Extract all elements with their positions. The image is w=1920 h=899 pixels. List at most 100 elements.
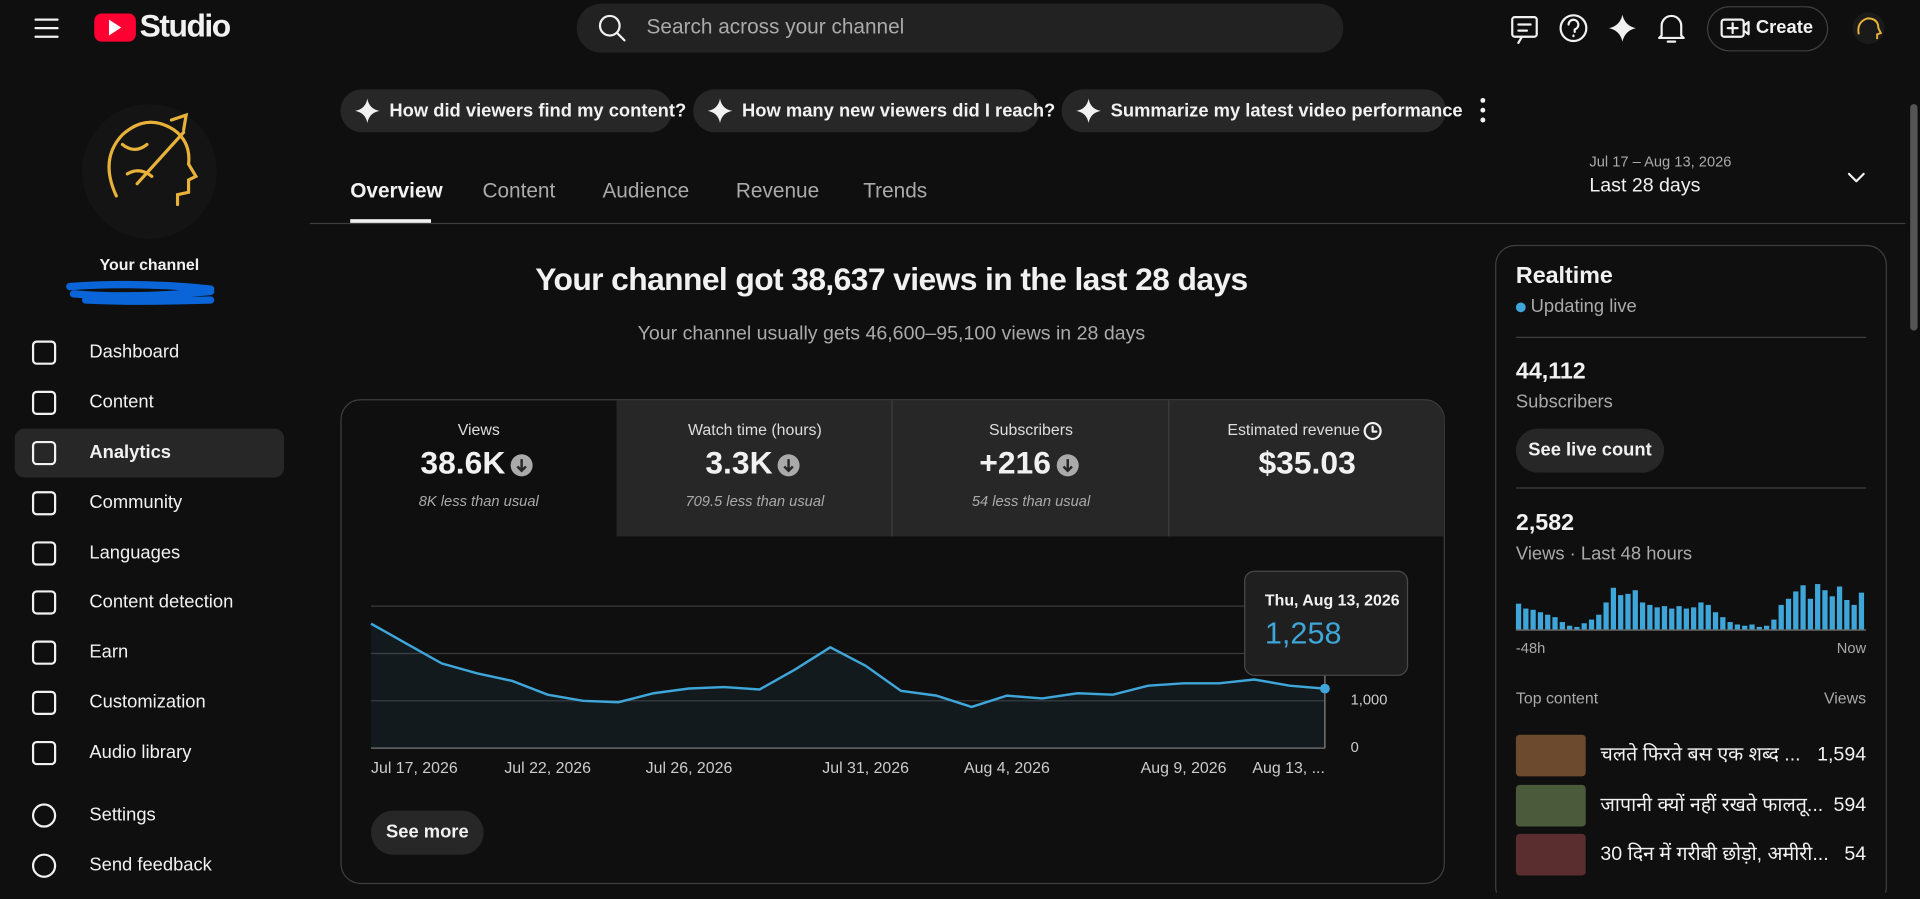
metric-label: Subscribers	[989, 422, 1073, 439]
realtime-bar	[1734, 624, 1741, 630]
suggestion-chip[interactable]	[1061, 89, 1447, 133]
realtime-bar	[1654, 607, 1660, 630]
metric-note: 8K less than usual	[419, 494, 540, 510]
realtime-bar	[1749, 624, 1755, 630]
subscriber-label: Subscribers	[1516, 391, 1613, 412]
date-range: Jul 17 – Aug 13, 2026	[1589, 155, 1731, 171]
y-tick-label: 0	[1351, 740, 1359, 756]
realtime-bar	[1545, 614, 1551, 630]
realtime-bar	[1829, 596, 1835, 630]
thumbnail[interactable]	[1515, 784, 1586, 827]
help-button[interactable]	[1559, 14, 1588, 43]
metric-value: $35.03	[1258, 445, 1355, 481]
nav-item[interactable]: Customization	[89, 691, 205, 712]
account-avatar[interactable]	[1852, 12, 1885, 45]
video-title[interactable]: जापानी क्यों नहीं रखते फालतू...	[1600, 793, 1823, 817]
video-title[interactable]: 30 दिन में गरीबी छोड़ो, अमीरी...	[1600, 842, 1828, 865]
nav-item[interactable]: Dashboard	[89, 340, 179, 361]
ai-button[interactable]	[1608, 14, 1636, 42]
nav-item[interactable]: Send feedback	[89, 854, 212, 875]
below-usual-arrow	[783, 459, 794, 473]
realtime-bar	[1691, 607, 1697, 630]
realtime-bar	[1705, 604, 1711, 630]
realtime-bar	[1771, 619, 1777, 630]
hover-point	[1320, 683, 1330, 694]
sparkle-icon	[707, 98, 733, 124]
views-line	[370, 622, 1325, 709]
nav-icon	[31, 740, 57, 766]
realtime-bar	[1800, 585, 1806, 630]
live-dot	[1515, 302, 1526, 313]
realtime-bar	[1669, 608, 1675, 630]
thumbnail[interactable]	[1515, 734, 1586, 777]
realtime-bar	[1793, 591, 1799, 630]
sparkle-icon	[1076, 98, 1101, 124]
date-range-label[interactable]: Last 28 days	[1589, 174, 1700, 196]
nav-icon	[31, 440, 57, 466]
date-chevron[interactable]	[1847, 172, 1865, 183]
realtime-bar	[1836, 586, 1843, 630]
suggestion-chip[interactable]	[693, 89, 1040, 133]
realtime-bar	[1851, 604, 1857, 630]
more-button[interactable]	[1480, 97, 1486, 123]
scrollbar-thumb	[1910, 104, 1918, 331]
realtime-bar	[1676, 606, 1682, 630]
live-status: Updating live	[1531, 295, 1637, 316]
tab[interactable]: Trends	[863, 180, 927, 203]
nav-item[interactable]: Earn	[89, 640, 128, 661]
live-count-button[interactable]	[1515, 428, 1665, 473]
create-button[interactable]	[1706, 6, 1829, 52]
nav-item[interactable]: Content detection	[89, 590, 233, 611]
x-tick-label: Jul 22, 2026	[504, 760, 591, 777]
realtime-chart	[1515, 584, 1867, 631]
metric-value: 3.3K	[705, 445, 772, 481]
video-views: 54	[1844, 843, 1866, 865]
realtime-end: Now	[1837, 641, 1867, 657]
messages-button[interactable]	[1511, 16, 1538, 44]
realtime-bar	[1778, 604, 1784, 630]
notifications-button[interactable]	[1658, 14, 1685, 43]
suggestion-chip[interactable]	[340, 89, 673, 133]
create-icon-mark	[1726, 20, 1750, 36]
live-count-label: See live count	[1528, 438, 1651, 459]
nav-item[interactable]: Community	[89, 491, 183, 512]
tab[interactable]: Overview	[350, 180, 443, 203]
tab[interactable]: Content	[482, 180, 555, 203]
subscriber-count: 44,112	[1516, 357, 1586, 383]
video-views: 594	[1833, 794, 1866, 816]
sparkle-icon	[355, 98, 380, 124]
tab[interactable]: Revenue	[736, 180, 819, 203]
x-tick-label: Jul 26, 2026	[646, 760, 733, 777]
search-box[interactable]	[576, 3, 1344, 53]
nav-icon	[31, 640, 57, 665]
top-views-label: Views	[1824, 690, 1866, 707]
thumbnail[interactable]	[1515, 833, 1586, 876]
realtime-bar	[1639, 602, 1646, 630]
suggestion-chips: How did viewers find my content? How many…	[340, 89, 1463, 133]
realtime-bar	[1858, 592, 1865, 630]
nav-item[interactable]: Settings	[89, 803, 155, 824]
realtime-bar	[1603, 602, 1609, 630]
menu-button[interactable]	[34, 18, 59, 38]
see-more-button[interactable]	[371, 810, 484, 855]
nav-item[interactable]: Analytics	[89, 441, 171, 462]
create-label: Create	[1756, 16, 1813, 37]
tab[interactable]: Audience	[602, 180, 689, 203]
nav-list: Dashboard Content Analytics Community Langua…	[31, 340, 233, 878]
tabs: Overview Content Audience Revenue Trends	[350, 180, 927, 203]
realtime-bar	[1596, 614, 1602, 630]
nav-item[interactable]: Languages	[89, 541, 180, 562]
dot	[1480, 97, 1486, 103]
nav-item[interactable]: Audio library	[89, 741, 192, 762]
messages-icon-lines	[1517, 23, 1532, 44]
nav-item[interactable]: Content	[89, 391, 153, 412]
nav-icon	[31, 853, 57, 878]
search-icon-handle	[616, 31, 626, 42]
video-title[interactable]: चलते फिरते बस एक शब्द ...	[1600, 743, 1800, 766]
realtime-bar	[1822, 590, 1828, 630]
realtime-bar	[1581, 623, 1587, 630]
realtime-bar	[1625, 593, 1631, 630]
realtime-bar	[1537, 612, 1544, 630]
